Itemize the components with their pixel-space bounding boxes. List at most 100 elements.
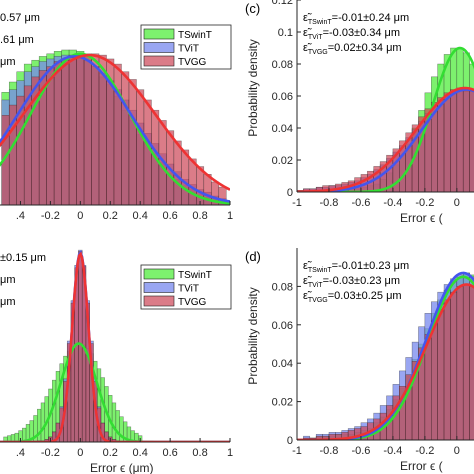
stat-model: TViT — [308, 34, 323, 41]
bar-TVGG — [188, 158, 197, 205]
plot-area — [0, 49, 230, 205]
fit-curve-TViT — [0, 55, 230, 203]
y-tick-label: 0.08 — [272, 59, 293, 71]
x-tick-label: 0 — [454, 197, 460, 209]
panel-label: (c) — [245, 1, 260, 16]
x-tick-label: -0.4 — [383, 197, 402, 209]
bar-TVGG — [462, 284, 470, 440]
bar-TVGG — [181, 149, 190, 205]
bar-TVGG — [431, 320, 438, 440]
bar-TVGG — [61, 59, 70, 205]
stat-line: ±0.15 μm — [0, 252, 46, 264]
fit-curve-TVGG — [0, 53, 230, 191]
x-tick-label: 0.2 — [103, 210, 118, 222]
stat-line: 0.57 μm — [0, 12, 40, 24]
bar-TVGG — [456, 87, 464, 192]
fit-curve-TSwinT — [0, 52, 230, 205]
legend-label: TViT — [178, 284, 199, 295]
stat-model: TVGG — [308, 297, 328, 304]
legend-label: TVGG — [178, 297, 207, 308]
stat-line: ε̃TSwinT=-0.01±0.24 μm — [303, 12, 409, 26]
stat-symbol: ε̃ — [303, 27, 312, 39]
legend-label: TSwinT — [178, 30, 212, 41]
bar-TVGG — [456, 286, 464, 440]
stat-symbol: ε̃ — [303, 42, 312, 54]
x-tick-label: 0.6 — [162, 447, 177, 459]
x-tick-label: 0 — [77, 210, 83, 222]
stat-line: ε̃TVGG=0.02±0.34 μm — [303, 42, 402, 56]
x-tick-label: 0.8 — [192, 210, 207, 222]
x-tick-label: -0.2 — [41, 210, 60, 222]
panel-label: (d) — [245, 249, 261, 264]
legend-swatch-TSwinT — [143, 28, 175, 40]
y-tick-label: 0.06 — [272, 91, 293, 103]
stat-symbol: ε̃ — [303, 275, 312, 287]
x-tick-label: 0.2 — [103, 447, 118, 459]
plot-area — [297, 271, 474, 440]
stat-symbol: ε̃ — [303, 290, 312, 302]
x-tick-label: -1 — [292, 445, 302, 457]
stat-line: ε̃TViT=-0.03±0.23 μm — [303, 275, 400, 289]
stat-value: =-0.03±0.23 μm — [323, 275, 401, 287]
x-tick-label: 0.6 — [162, 210, 177, 222]
bar-TVGG — [437, 97, 445, 192]
bar-TVGG — [450, 89, 458, 192]
x-tick-label: 0 — [454, 445, 460, 457]
x-tick-label: 1 — [227, 210, 233, 222]
y-tick-label: 0 — [287, 435, 293, 447]
x-tick-label: -0.6 — [351, 445, 370, 457]
bar-TVGG — [443, 92, 451, 192]
stat-line: μm — [0, 56, 16, 68]
legend-label: TViT — [178, 44, 199, 55]
stat-line: μm — [0, 296, 16, 308]
y-tick-label: 0.02 — [272, 155, 293, 167]
stat-line: μm — [0, 274, 16, 286]
legend: TSwinT TViT TVGG — [140, 24, 232, 70]
stat-symbol: ε̃ — [303, 260, 312, 272]
bar-TVGG — [469, 286, 474, 440]
stat-model: TSwinT — [308, 267, 332, 274]
bar-TVGG — [143, 99, 152, 205]
bar-TVGG — [462, 87, 470, 192]
y-tick-label: 0.04 — [272, 123, 293, 135]
stat-value: =0.03±0.25 μm — [328, 290, 402, 302]
x-tick-label: -0.2 — [41, 447, 60, 459]
stat-value: =-0.01±0.24 μm — [332, 12, 410, 24]
y-tick-label: 0.04 — [272, 358, 293, 370]
bar-TVGG — [53, 61, 62, 205]
stat-line: ε̃TViT=-0.03±0.34 μm — [303, 27, 400, 41]
x-tick-label: -0.2 — [415, 197, 434, 209]
bar-TVGG — [121, 71, 130, 205]
bar-TVGG — [83, 53, 92, 205]
x-axis-label: Error ϵ (μm) — [90, 461, 154, 474]
x-axis-label: Error ϵ ( — [400, 211, 443, 225]
y-tick-label: 0.08 — [272, 281, 293, 293]
legend-label: TSwinT — [178, 270, 212, 281]
bar-TVGG — [46, 66, 55, 205]
x-tick-label: 0.8 — [192, 447, 207, 459]
x-tick-label: 1 — [227, 447, 233, 459]
stat-value: =-0.03±0.34 μm — [323, 27, 401, 39]
x-tick-label: -0.8 — [319, 445, 338, 457]
bar-TVGG — [68, 57, 77, 205]
y-tick-label: 0.06 — [272, 320, 293, 332]
bar-TSwinT — [40, 402, 46, 442]
panel-d-histogram: -1 -0.8 -0.6 -0.4 -0.2 0 0 0.02 0.04 0.06 0.08 Erro… — [245, 248, 474, 473]
fit-curve-TSwinT — [297, 46, 474, 192]
bar-TVGG — [469, 89, 474, 192]
bar-TVGG — [437, 309, 445, 440]
x-tick-label: 0 — [77, 447, 83, 459]
plot-area — [0, 249, 230, 442]
x-tick-label: -0.2 — [415, 445, 434, 457]
legend-swatch-TViT — [143, 282, 175, 293]
legend-label: TVGG — [178, 57, 207, 68]
bar-TVGG — [78, 251, 83, 442]
x-tick-label: 0.4 — [133, 210, 148, 222]
stat-value: =-0.01±0.23 μm — [332, 260, 410, 272]
stat-symbol: ε̃ — [303, 12, 312, 24]
bar-TVGG — [91, 53, 100, 205]
fit-curve-TSwinT — [0, 342, 230, 442]
x-tick-label: 0.4 — [133, 447, 148, 459]
stat-line: ε̃TVGG=0.03±0.25 μm — [303, 290, 402, 304]
